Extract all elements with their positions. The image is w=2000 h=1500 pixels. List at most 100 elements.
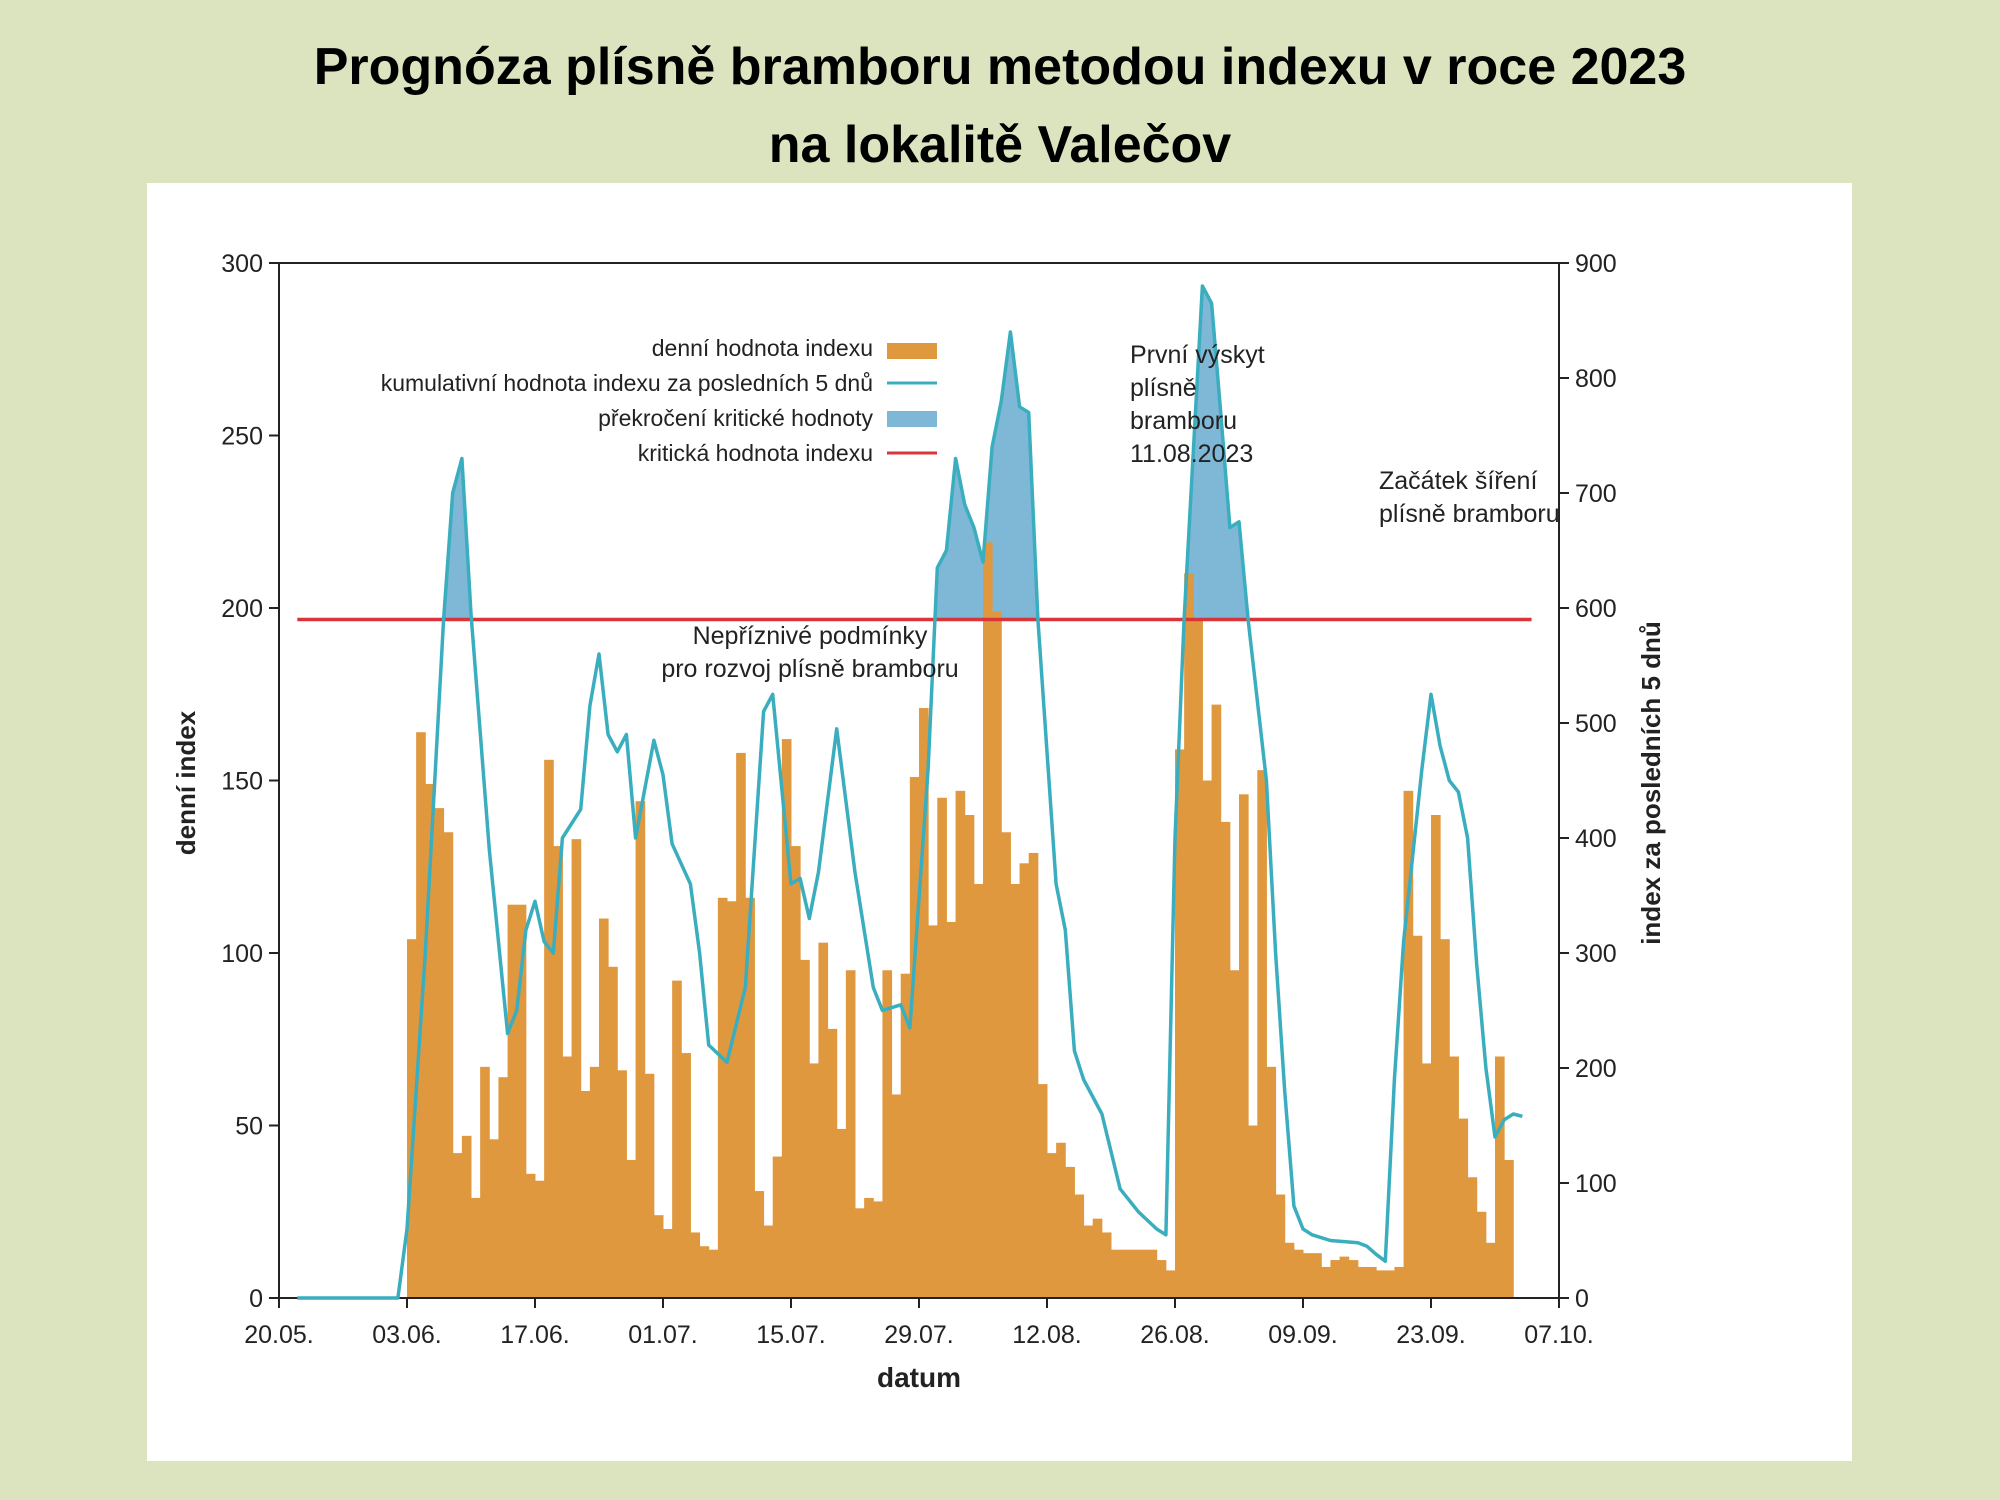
bar-daily-index	[1284, 1242, 1295, 1298]
bar-daily-index	[1394, 1266, 1405, 1298]
bar-daily-index	[1175, 749, 1185, 1298]
bar-daily-index	[717, 897, 728, 1298]
bar-daily-index	[434, 808, 445, 1298]
y-tick-label: 50	[235, 1113, 263, 1141]
bar-daily-index	[891, 1094, 902, 1298]
bar-daily-index	[407, 939, 417, 1298]
chart-panel: 0 50 100 150 200 250 300 0 100 200 300 400 500 600 700…	[147, 183, 1852, 1461]
x-tick-label: 03.06.	[372, 1321, 442, 1349]
bar-daily-index	[754, 1191, 765, 1298]
legend: denní hodnota indexu kumulativní hodnota…	[381, 335, 937, 466]
x-tick-label: 07.10.	[1524, 1321, 1594, 1349]
bar-daily-index	[1357, 1266, 1368, 1298]
slide-title-line-1: Prognóza plísně bramboru metodou indexu …	[313, 38, 1687, 96]
bar-daily-index	[1211, 704, 1222, 1298]
exceedance-area	[443, 458, 472, 620]
annotation-unfavourable-line-2: pro rozvoj plísně bramboru	[661, 655, 958, 683]
bar-daily-index	[845, 970, 856, 1298]
bar-daily-index	[535, 1180, 545, 1298]
bar-daily-index	[955, 790, 966, 1298]
bar-daily-index	[1193, 618, 1203, 1298]
bar-daily-index	[1504, 1160, 1514, 1298]
bar-daily-index	[1037, 1084, 1048, 1298]
bar-daily-index	[644, 1073, 655, 1298]
bar-daily-index	[1303, 1253, 1313, 1298]
bar-daily-index	[544, 759, 554, 1298]
bar-daily-index	[1202, 780, 1213, 1298]
y2-axis-label: index za posledních 5 dnů	[1636, 621, 1666, 945]
annotation-first-line-2: plísně	[1130, 374, 1197, 402]
bar-daily-index	[1431, 815, 1441, 1298]
bar-daily-index	[937, 797, 947, 1298]
bar-daily-index	[882, 970, 893, 1298]
bar-daily-index	[745, 897, 755, 1298]
bar-daily-index	[1019, 863, 1030, 1298]
bar-daily-index	[699, 1246, 710, 1298]
annotation-first-line-1: První výskyt	[1130, 341, 1265, 369]
bar-daily-index	[900, 973, 911, 1298]
bar-daily-index	[818, 942, 829, 1298]
bar-daily-index	[1065, 1166, 1075, 1298]
bar-daily-index	[727, 901, 737, 1298]
bar-daily-index	[608, 966, 618, 1298]
bar-daily-index	[791, 846, 801, 1298]
y2-tick-label: 900	[1575, 250, 1617, 278]
annotation-first-line-4: 11.08.2023	[1130, 440, 1253, 468]
x-tick-label: 17.06.	[500, 1321, 570, 1349]
bar-daily-index	[1092, 1218, 1103, 1298]
legend-swatch-area	[887, 411, 937, 427]
y2-tick-label: 300	[1575, 940, 1617, 968]
bar-daily-index	[507, 904, 518, 1298]
x-axis-label: datum	[877, 1362, 961, 1393]
bar-daily-index	[1440, 939, 1450, 1298]
bar-daily-index	[1239, 794, 1249, 1298]
bar-daily-index	[1367, 1266, 1377, 1298]
axes: 0 50 100 150 200 250 300 0 100 200 300 400 500 600 700…	[221, 250, 1616, 1349]
x-tick-label: 23.09.	[1396, 1321, 1466, 1349]
bar-daily-index	[964, 815, 975, 1298]
bar-daily-index	[1165, 1270, 1176, 1298]
bar-daily-index	[672, 980, 682, 1298]
bar-daily-index	[1047, 1153, 1057, 1298]
y2-tick-label: 0	[1575, 1285, 1589, 1313]
bar-daily-index	[1376, 1270, 1386, 1298]
bar-daily-index	[1120, 1249, 1130, 1298]
bar-daily-index	[471, 1197, 481, 1298]
bar-daily-index	[589, 1066, 600, 1298]
bar-daily-index	[1001, 832, 1011, 1298]
bar-daily-index	[1074, 1194, 1085, 1298]
x-tick-label: 29.07.	[884, 1321, 954, 1349]
bar-daily-index	[983, 542, 993, 1298]
bar-daily-index	[736, 752, 746, 1298]
bar-daily-index	[425, 783, 435, 1298]
bar-daily-index	[553, 846, 563, 1298]
bar-daily-index	[1495, 1056, 1505, 1298]
y-tick-label: 100	[221, 940, 263, 968]
bar-daily-index	[663, 1229, 673, 1298]
y2-tick-label: 800	[1575, 365, 1617, 393]
bar-daily-index	[626, 1160, 637, 1298]
legend-label-critical: kritická hodnota indexu	[638, 440, 873, 466]
bar-daily-index	[443, 832, 454, 1298]
bar-daily-index	[800, 959, 810, 1298]
annotation-first-occurrence: První výskyt plísně bramboru 11.08.2023	[1130, 341, 1265, 468]
bar-daily-index	[516, 904, 527, 1298]
bar-daily-index	[1083, 1225, 1094, 1298]
y-tick-label: 200	[221, 595, 263, 623]
bar-daily-index	[1449, 1056, 1459, 1298]
bar-daily-index	[1101, 1232, 1112, 1298]
exceedance-area	[934, 332, 1038, 620]
annotation-spread-start: Začátek šíření plísně bramboru	[1379, 467, 1560, 528]
bar-daily-index	[1056, 1142, 1066, 1298]
x-tick-label: 26.08.	[1140, 1321, 1210, 1349]
bar-daily-index	[1184, 573, 1194, 1298]
bar-daily-index	[1257, 770, 1267, 1298]
exceedance-areas	[443, 286, 1249, 620]
bar-daily-index	[617, 1070, 627, 1298]
y-tick-label: 0	[249, 1285, 263, 1313]
x-tick-label: 01.07.	[628, 1321, 698, 1349]
bar-daily-index	[1330, 1260, 1341, 1298]
bar-daily-index	[1476, 1211, 1487, 1298]
bar-daily-index	[763, 1225, 774, 1298]
legend-label-area: překročení kritické hodnoty	[598, 405, 873, 431]
